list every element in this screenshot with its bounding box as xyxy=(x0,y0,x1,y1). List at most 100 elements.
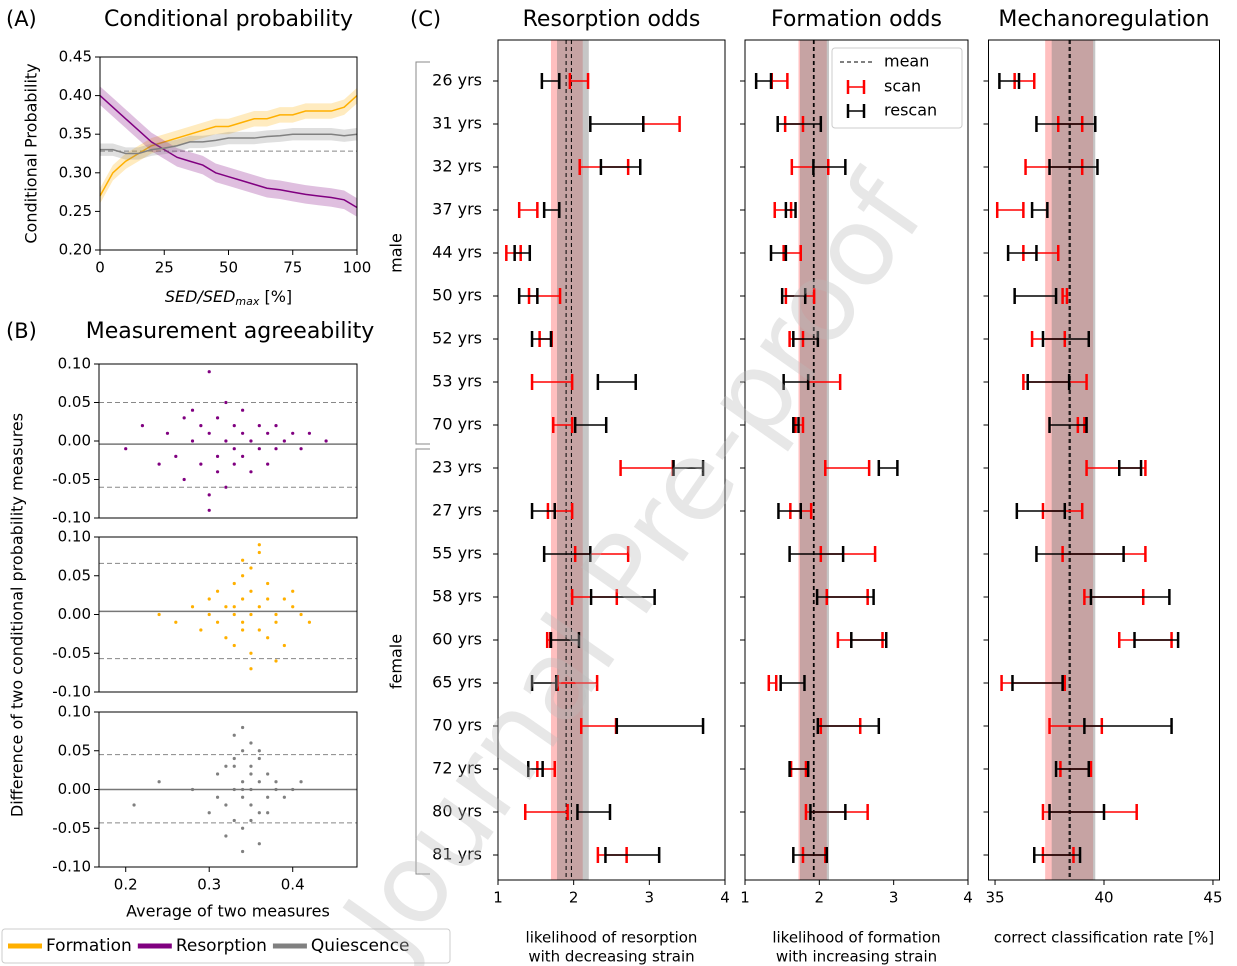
y-tick-label: 0.10 xyxy=(58,703,91,721)
point xyxy=(249,667,253,671)
point xyxy=(224,439,228,443)
point xyxy=(165,431,170,435)
row-label: 26 yrs xyxy=(432,71,482,90)
y-tick-label: 0.05 xyxy=(58,393,91,411)
point xyxy=(291,431,295,435)
point xyxy=(249,818,253,823)
x-tick-label: 50 xyxy=(219,259,238,277)
point xyxy=(257,605,261,609)
legend-label: Formation xyxy=(46,936,132,956)
point xyxy=(182,416,186,420)
point xyxy=(207,508,211,512)
row-label: 60 yrs xyxy=(432,630,482,649)
point xyxy=(215,416,220,420)
point xyxy=(241,431,245,435)
x-axis-label: likelihood of resorption xyxy=(526,929,698,947)
chart-title: Resorption odds xyxy=(523,7,701,32)
y-tick-label: 0.05 xyxy=(58,741,91,759)
point xyxy=(224,485,228,489)
point xyxy=(215,772,220,776)
y-tick-label: 0.10 xyxy=(58,528,91,546)
point xyxy=(274,780,278,784)
point xyxy=(190,605,195,609)
confidence-band xyxy=(798,40,827,880)
x-axis-label: likelihood of formation xyxy=(772,929,940,947)
point xyxy=(266,636,270,640)
point xyxy=(266,597,270,601)
series-line xyxy=(99,95,358,209)
x-tick-label: 4 xyxy=(720,889,730,907)
y-tick-label: 0.00 xyxy=(58,605,91,623)
x-tick-label: 75 xyxy=(283,259,302,277)
point xyxy=(249,589,253,593)
point xyxy=(249,612,253,617)
x-tick-label: 0.3 xyxy=(197,876,221,894)
x-axis-label: correct classification rate [%] xyxy=(994,929,1214,947)
point xyxy=(157,462,161,466)
x-tick-label: 3 xyxy=(889,889,899,907)
y-tick-label: -0.05 xyxy=(52,819,91,837)
point xyxy=(266,795,270,799)
point xyxy=(307,620,312,624)
point xyxy=(257,780,261,784)
y-tick-label: 0.20 xyxy=(59,241,92,259)
point xyxy=(232,462,236,466)
group-bracket xyxy=(415,448,430,875)
point xyxy=(215,589,220,593)
panel-label: (B) xyxy=(6,319,37,343)
point xyxy=(257,756,261,761)
x-axis-label: with increasing strain xyxy=(776,948,937,966)
point xyxy=(182,477,186,482)
point xyxy=(282,597,286,601)
error-band xyxy=(100,87,357,204)
y-tick-label: -0.10 xyxy=(52,858,91,876)
point xyxy=(274,620,278,624)
y-tick-label: 0.00 xyxy=(58,780,91,798)
point xyxy=(232,581,236,586)
point xyxy=(241,780,245,784)
point xyxy=(249,651,253,655)
y-tick-label: 0.25 xyxy=(59,202,92,220)
row-label: 52 yrs xyxy=(432,329,482,348)
chart-title: Formation odds xyxy=(771,7,942,32)
point xyxy=(241,597,245,601)
point xyxy=(266,811,270,815)
row-label: 70 yrs xyxy=(432,716,482,735)
confidence-band xyxy=(550,40,583,880)
row-label: 23 yrs xyxy=(432,458,482,477)
point xyxy=(232,733,236,737)
group-label: male xyxy=(387,233,406,273)
x-tick-label: 45 xyxy=(1203,889,1222,907)
x-axis-label: Average of two measures xyxy=(126,902,330,921)
point xyxy=(232,605,236,609)
point xyxy=(157,780,161,784)
point xyxy=(232,424,236,428)
point xyxy=(132,803,136,807)
point xyxy=(241,795,245,799)
chart-title: Conditional probability xyxy=(104,7,353,32)
y-axis-label: Conditional Probability xyxy=(22,63,41,243)
point xyxy=(266,431,270,435)
point xyxy=(266,462,270,466)
x-tick-label: 0 xyxy=(95,259,105,277)
point xyxy=(232,447,236,451)
point xyxy=(207,493,211,497)
point xyxy=(124,447,128,451)
chart-title: Measurement agreeability xyxy=(86,319,375,344)
point xyxy=(241,725,245,730)
row-label: 58 yrs xyxy=(432,587,482,606)
chart-title: Mechanoregulation xyxy=(998,7,1209,32)
point xyxy=(282,439,286,443)
x-axis-label: with decreasing strain xyxy=(528,948,694,966)
point xyxy=(274,424,278,428)
point xyxy=(241,558,245,562)
point xyxy=(266,772,270,776)
x-axis-label-sub: max xyxy=(235,295,259,308)
legend-label: rescan xyxy=(884,101,937,120)
point xyxy=(257,842,261,846)
y-tick-label: 0.10 xyxy=(58,355,91,373)
point xyxy=(282,643,286,648)
point xyxy=(207,811,211,815)
confidence-band xyxy=(1051,40,1096,880)
